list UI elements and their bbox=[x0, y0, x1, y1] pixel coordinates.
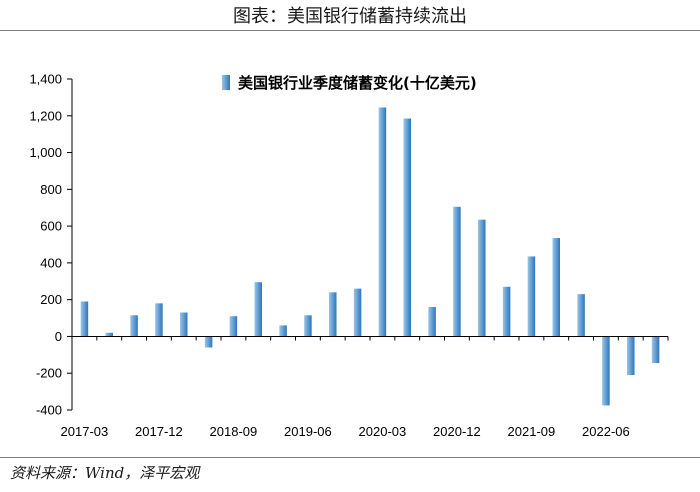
bar-2022-09 bbox=[627, 336, 635, 376]
legend-label: 美国银行业季度储蓄变化(十亿美元) bbox=[238, 74, 477, 92]
y-tick-label: 400 bbox=[40, 255, 62, 270]
bar-2020-12 bbox=[453, 206, 461, 337]
bar-2021-03 bbox=[478, 219, 486, 337]
source-note: 资料来源：Wind，泽平宏观 bbox=[10, 464, 200, 482]
y-tick-label: 1,200 bbox=[29, 108, 62, 123]
bar-2020-06 bbox=[403, 118, 411, 337]
bar-2021-12 bbox=[552, 238, 560, 337]
bar-2022-12 bbox=[651, 336, 660, 364]
bar-2017-12 bbox=[155, 303, 163, 337]
y-tick-label: 0 bbox=[55, 329, 62, 344]
y-tick-label: 1,400 bbox=[29, 72, 62, 87]
legend: 美国银行业季度储蓄变化(十亿美元) bbox=[222, 74, 477, 92]
bar-2018-12 bbox=[254, 282, 262, 337]
x-tick-label: 2019-06 bbox=[284, 424, 332, 439]
bar-2018-06 bbox=[204, 336, 213, 348]
x-axis: 2017-03 2017-12 2018-09 2019-06 2020-03 2020-… bbox=[61, 335, 669, 439]
bar-2019-12 bbox=[353, 288, 362, 337]
bar-2022-03 bbox=[577, 294, 585, 337]
x-tick-label: 2017-03 bbox=[61, 424, 109, 439]
y-tick-label: 1,000 bbox=[29, 145, 62, 160]
x-tick-label: 2022-06 bbox=[582, 424, 630, 439]
page-title: 图表：美国银行储蓄持续流出 bbox=[233, 6, 467, 27]
y-tick-label: 800 bbox=[40, 182, 62, 197]
y-tick-label: 600 bbox=[40, 219, 62, 234]
x-tick-label: 2021-09 bbox=[508, 424, 556, 439]
y-tick-label: -200 bbox=[36, 366, 62, 381]
x-tick-label: 2017-12 bbox=[135, 424, 183, 439]
bar-2020-03 bbox=[378, 107, 387, 337]
bar-chart: -400 -200 0 200 400 600 800 1,000 1,200 1,400 201… bbox=[29, 72, 669, 439]
x-tick-label: 2018-09 bbox=[210, 424, 258, 439]
y-axis: -400 -200 0 200 400 600 800 1,000 1,200 1,400 bbox=[29, 72, 73, 418]
bar-2019-03 bbox=[279, 325, 287, 337]
top-divider bbox=[0, 30, 700, 31]
bar-2021-09 bbox=[527, 256, 536, 337]
y-tick-label: -400 bbox=[36, 403, 62, 418]
bar-2020-09 bbox=[428, 307, 436, 337]
bar-2019-06 bbox=[304, 315, 312, 337]
bottom-divider bbox=[0, 457, 700, 458]
bar-2017-06 bbox=[105, 332, 113, 337]
legend-swatch bbox=[222, 75, 230, 90]
y-tick-label: 200 bbox=[40, 292, 62, 307]
bar-2018-03 bbox=[180, 312, 188, 337]
bar-2019-09 bbox=[329, 292, 337, 337]
bar-2017-03 bbox=[80, 301, 89, 337]
bar-2022-06 bbox=[602, 336, 610, 406]
bars bbox=[80, 107, 660, 406]
bar-2017-09 bbox=[130, 315, 138, 337]
bar-2021-06 bbox=[502, 286, 511, 337]
x-tick-label: 2020-03 bbox=[359, 424, 407, 439]
x-tick-label: 2020-12 bbox=[433, 424, 481, 439]
bar-2018-09 bbox=[229, 316, 238, 337]
